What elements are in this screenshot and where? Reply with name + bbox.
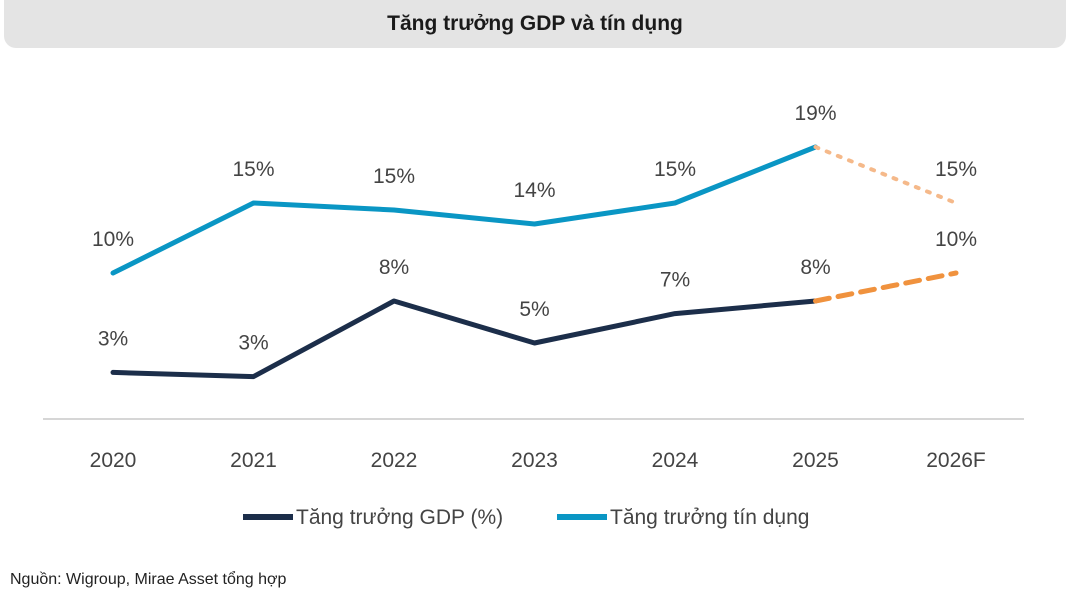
source-note: Nguồn: Wigroup, Mirae Asset tổng hợp (10, 571, 287, 588)
series-line-1 (110, 144, 818, 276)
data-label: 19% (794, 102, 836, 125)
chart-title: Tăng trưởng GDP và tín dụng (387, 12, 683, 35)
legend-label: Tăng trưởng tín dụng (610, 506, 809, 529)
data-label: 3% (238, 332, 268, 355)
data-label: 5% (519, 298, 549, 321)
x-tick-label: 2021 (230, 449, 277, 472)
x-tick-label: 2024 (652, 449, 699, 472)
data-label: 3% (98, 327, 128, 350)
x-tick-label: 2025 (792, 449, 839, 472)
line-chart: 2020 2021 2022 2023 2024 2025 2026F 3% 3% 8% 5% 7% 8… (43, 102, 1024, 529)
data-label: 15% (373, 165, 415, 188)
forecast-line-0 (813, 270, 959, 304)
legend-label: Tăng trưởng GDP (%) (296, 506, 503, 529)
data-label: 15% (654, 158, 696, 181)
data-label: 8% (379, 256, 409, 279)
chart-title-bar: Tăng trưởng GDP và tín dụng (4, 0, 1066, 48)
data-label: 10% (935, 228, 977, 251)
x-tick-label: 2023 (511, 449, 558, 472)
data-label: 7% (660, 269, 690, 292)
data-label: 14% (513, 179, 555, 202)
data-label: 15% (232, 158, 274, 181)
x-tick-label: 2026F (926, 449, 986, 472)
x-tick-label: 2020 (90, 449, 137, 472)
data-label: 8% (800, 256, 830, 279)
forecast-line-1 (813, 145, 958, 205)
data-label: 10% (92, 228, 134, 251)
data-label: 15% (935, 158, 977, 181)
series-line-0 (110, 298, 818, 380)
x-tick-label: 2022 (371, 449, 418, 472)
